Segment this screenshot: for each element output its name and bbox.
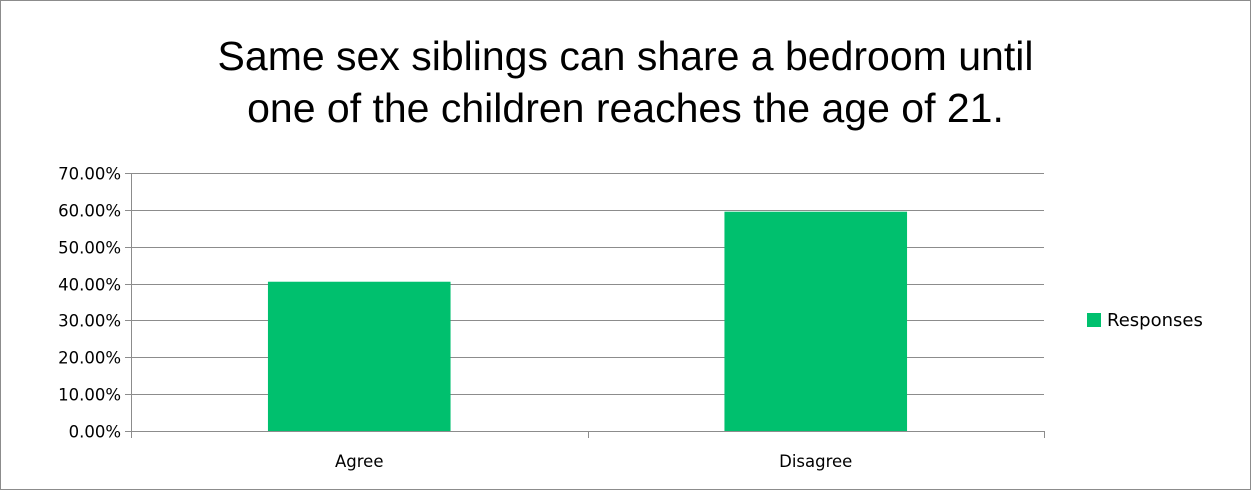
x-axis-tick-labels: Agree Disagree	[335, 452, 852, 471]
y-tick-label: 60.00%	[58, 202, 121, 221]
y-tick-label: 70.00%	[58, 165, 121, 184]
y-tick-label: 20.00%	[58, 349, 121, 368]
y-tick-label: 0.00%	[69, 423, 121, 442]
y-tick-label: 40.00%	[58, 276, 121, 295]
y-tick-label: 50.00%	[58, 239, 121, 258]
x-tick-label-agree: Agree	[335, 452, 384, 471]
legend-swatch-responses	[1087, 313, 1101, 327]
y-tick-label: 10.00%	[58, 386, 121, 405]
bar-agree	[267, 281, 451, 431]
bars	[267, 211, 908, 431]
legend: Responses	[1087, 307, 1203, 333]
bar-disagree	[724, 211, 908, 431]
legend-label-responses: Responses	[1107, 309, 1203, 331]
chart-title: Same sex siblings can share a bedroom un…	[0, 30, 1251, 134]
chart-title-line-2: one of the children reaches the age of 2…	[247, 85, 1004, 131]
chart-title-line-1: Same sex siblings can share a bedroom un…	[217, 33, 1034, 79]
y-tick-label: 30.00%	[58, 312, 121, 331]
axes	[125, 173, 1045, 438]
y-axis-tick-labels: 0.00% 10.00% 20.00% 30.00% 40.00% 50.00% 60.00…	[58, 165, 121, 442]
x-tick-label-disagree: Disagree	[779, 452, 852, 471]
